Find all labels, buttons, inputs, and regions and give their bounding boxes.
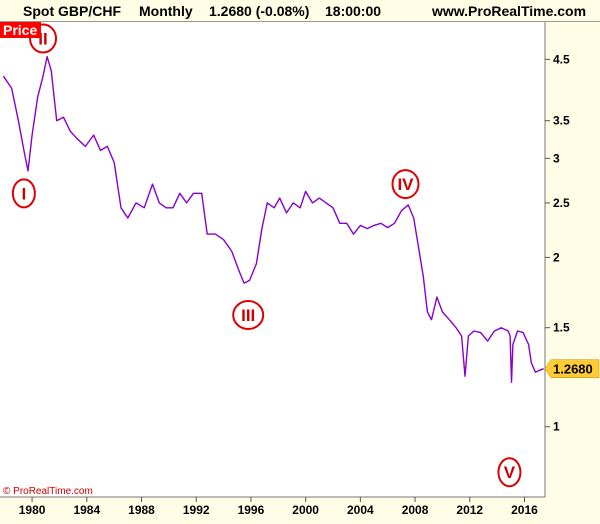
price-chart: 1980 1984 1988 1992 1996 2000 2004 2008 2012 2016… — [0, 4, 600, 517]
wave-label-i: I — [11, 178, 36, 209]
x-tick-label: 2016 — [511, 503, 538, 517]
x-tick-label: 1988 — [128, 503, 155, 517]
price-panel-label-text: Price — [3, 22, 37, 38]
svg-text:V: V — [504, 463, 516, 482]
y-tick-label: 3 — [553, 151, 560, 165]
time-label: 18:00:00 — [325, 3, 382, 19]
svg-text:II: II — [38, 30, 47, 49]
wave-label-iii: III — [232, 299, 265, 330]
y-tick-label: 4.5 — [553, 52, 570, 66]
timeframe-label: Monthly — [139, 3, 193, 19]
svg-text:I: I — [22, 184, 27, 203]
chart-area: 1980 1984 1988 1992 1996 2000 2004 2008 2012 2016… — [0, 4, 600, 524]
wave-label-iv: IV — [391, 169, 420, 200]
x-tick-label: 2004 — [347, 503, 374, 517]
site-link[interactable]: www.ProRealTime.com — [432, 3, 587, 19]
y-tick-label: 3.5 — [553, 114, 570, 128]
svg-text:III: III — [241, 306, 255, 325]
copyright-text: © ProRealTime.com — [3, 486, 93, 497]
svg-text:IV: IV — [397, 175, 414, 194]
x-tick-label: 1992 — [183, 503, 210, 517]
y-tick-label: 2 — [553, 250, 560, 264]
y-tick-label: 1 — [553, 420, 560, 434]
last-value-label: 1.2680 — [553, 362, 593, 377]
x-tick-label: 2012 — [456, 503, 483, 517]
price-series-line — [2, 55, 544, 383]
wave-label-v: V — [497, 457, 522, 488]
x-tick-label: 1984 — [73, 503, 100, 517]
instrument-title: Spot GBP/CHF — [23, 3, 121, 19]
x-tick-label: 1996 — [238, 503, 265, 517]
chart-header: Spot GBP/CHF Monthly 1.2680 (-0.08%) 18:… — [0, 0, 600, 22]
last-value-marker: 1.2680 — [544, 359, 600, 378]
x-tick-label: 2000 — [292, 503, 319, 517]
price-panel-label: Price — [0, 22, 41, 38]
y-tick-label: 2.5 — [553, 196, 570, 210]
x-tick-label: 1980 — [19, 503, 46, 517]
x-tick-label: 2008 — [402, 503, 429, 517]
quote-label: 1.2680 (-0.08%) — [209, 3, 310, 19]
plot-background — [0, 22, 545, 497]
y-tick-label: 1.5 — [553, 321, 570, 335]
